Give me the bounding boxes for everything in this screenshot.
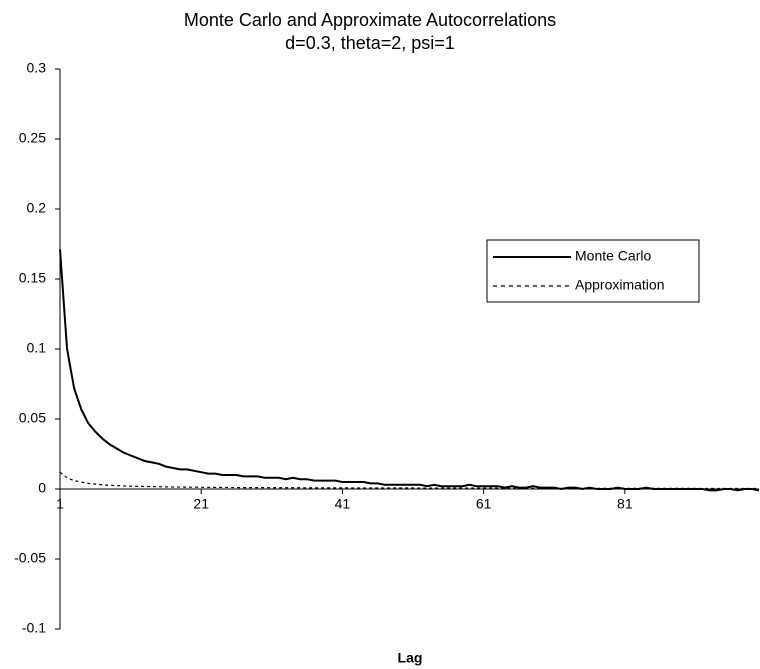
- y-tick-label: 0: [38, 480, 46, 496]
- legend-box: [486, 239, 700, 303]
- series-line: [59, 471, 759, 490]
- y-tick-label: -0.1: [22, 620, 46, 636]
- y-tick-label: 0.05: [19, 410, 46, 426]
- x-tick-label: 41: [335, 496, 351, 512]
- x-tick-label: 81: [617, 496, 633, 512]
- x-tick-label: 61: [476, 496, 492, 512]
- chart-subtitle: d=0.3, theta=2, psi=1: [285, 33, 455, 53]
- y-tick-label: -0.05: [14, 550, 46, 566]
- legend-label: Approximation: [575, 277, 665, 293]
- chart-title: Monte Carlo and Approximate Autocorrelat…: [184, 10, 556, 30]
- x-tick-label: 1: [56, 496, 64, 512]
- y-tick-label: 0.25: [19, 130, 46, 146]
- y-tick-label: 0.1: [27, 340, 47, 356]
- y-tick-label: 0.3: [27, 60, 47, 76]
- x-axis-label: Lag: [398, 650, 423, 666]
- x-tick-label: 21: [193, 496, 209, 512]
- y-tick-label: 0.15: [19, 270, 46, 286]
- series-line: [59, 249, 760, 492]
- legend-label: Monte Carlo: [575, 248, 651, 264]
- y-tick-label: 0.2: [27, 200, 47, 216]
